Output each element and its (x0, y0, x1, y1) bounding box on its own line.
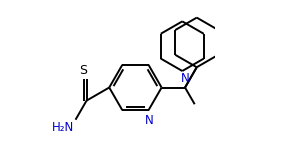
Text: H₂N: H₂N (52, 121, 74, 134)
Text: N: N (145, 114, 154, 127)
Text: S: S (79, 64, 87, 77)
Text: N: N (181, 72, 189, 85)
